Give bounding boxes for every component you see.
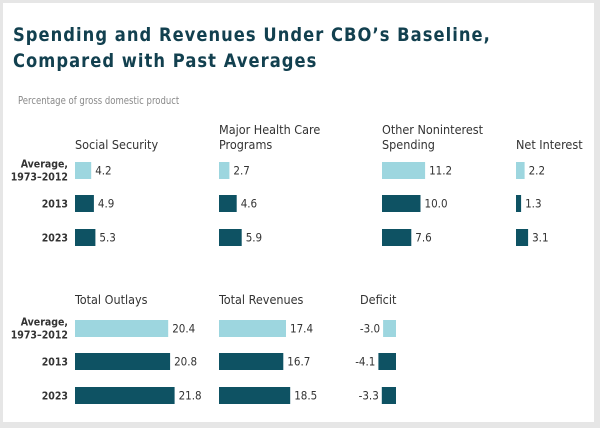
value-label-major-health-care-programs: 2.7 xyxy=(233,164,249,178)
series-header-other-noninterest-spending: Other Noninterest xyxy=(382,122,484,137)
bar-total-revenues-0 xyxy=(219,320,286,337)
row-label-2013: 2013 xyxy=(42,199,68,211)
value-label-net-interest: 3.1 xyxy=(532,231,548,245)
bar-other-noninterest-spending-0 xyxy=(382,162,426,179)
row-label-average-line-2: 1973–2012 xyxy=(11,330,68,342)
row-label-2013: 2013 xyxy=(42,357,68,369)
value-label-total-revenues: 16.7 xyxy=(287,355,310,369)
value-label-other-noninterest-spending: 11.2 xyxy=(429,164,452,178)
series-header-total-outlays: Total Outlays xyxy=(74,292,148,307)
row-label-average-line-2: 1973–2012 xyxy=(11,172,68,184)
value-label-total-outlays: 21.8 xyxy=(179,389,202,403)
row-label-average-line-1: Average, xyxy=(21,317,68,329)
bar-social-security-1 xyxy=(75,195,94,212)
chart-title-line-1: Spending and Revenues Under CBO’s Baseli… xyxy=(13,24,491,46)
value-label-deficit: -3.3 xyxy=(359,389,379,403)
chart-title: Spending and Revenues Under CBO’s Baseli… xyxy=(13,22,491,74)
value-label-total-outlays: 20.8 xyxy=(174,355,197,369)
value-label-total-outlays: 20.4 xyxy=(172,322,195,336)
bar-total-outlays-1 xyxy=(75,353,171,370)
bar-total-outlays-2 xyxy=(75,387,175,404)
bar-major-health-care-programs-1 xyxy=(219,195,237,212)
value-label-other-noninterest-spending: 7.6 xyxy=(415,231,431,245)
value-label-net-interest: 2.2 xyxy=(529,164,545,178)
value-label-deficit: -3.0 xyxy=(360,322,380,336)
row-label-2023: 2023 xyxy=(42,391,68,403)
bar-deficit-0 xyxy=(383,320,396,337)
bar-deficit-1 xyxy=(378,353,396,370)
value-label-major-health-care-programs: 5.9 xyxy=(246,231,262,245)
chart-subtitle: Percentage of gross domestic product xyxy=(18,94,180,107)
row-label-average-line-1: Average, xyxy=(21,159,68,171)
series-header-social-security: Social Security xyxy=(75,137,158,152)
bar-other-noninterest-spending-1 xyxy=(382,195,421,212)
value-label-social-security: 4.2 xyxy=(95,164,111,178)
bar-major-health-care-programs-0 xyxy=(219,162,230,179)
value-label-other-noninterest-spending: 10.0 xyxy=(425,197,448,211)
series-header-net-interest: Net Interest xyxy=(516,137,583,152)
series-header-major-health-care-programs: Programs xyxy=(219,137,272,152)
series-header-deficit: Deficit xyxy=(360,292,397,307)
series-header-other-noninterest-spending: Spending xyxy=(382,137,435,152)
bar-net-interest-2 xyxy=(516,229,529,246)
value-label-social-security: 4.9 xyxy=(98,197,114,211)
bar-major-health-care-programs-2 xyxy=(219,229,242,246)
chart-title-line-2: Compared with Past Averages xyxy=(13,50,318,72)
bar-total-revenues-1 xyxy=(219,353,284,370)
bar-net-interest-0 xyxy=(516,162,525,179)
bar-social-security-0 xyxy=(75,162,92,179)
series-header-total-revenues: Total Revenues xyxy=(218,292,304,307)
row-label-2023: 2023 xyxy=(42,233,68,245)
value-label-total-revenues: 18.5 xyxy=(294,389,317,403)
value-label-net-interest: 1.3 xyxy=(525,197,541,211)
bar-net-interest-1 xyxy=(516,195,522,212)
bar-deficit-2 xyxy=(381,387,396,404)
bar-social-security-2 xyxy=(75,229,96,246)
series-header-major-health-care-programs: Major Health Care xyxy=(219,122,320,137)
value-label-total-revenues: 17.4 xyxy=(290,322,313,336)
value-label-social-security: 5.3 xyxy=(99,231,115,245)
value-label-deficit: -4.1 xyxy=(355,355,375,369)
value-label-major-health-care-programs: 4.6 xyxy=(241,197,257,211)
chart-frame xyxy=(3,3,594,422)
bar-total-outlays-0 xyxy=(75,320,169,337)
bar-total-revenues-2 xyxy=(219,387,291,404)
bar-other-noninterest-spending-2 xyxy=(382,229,412,246)
